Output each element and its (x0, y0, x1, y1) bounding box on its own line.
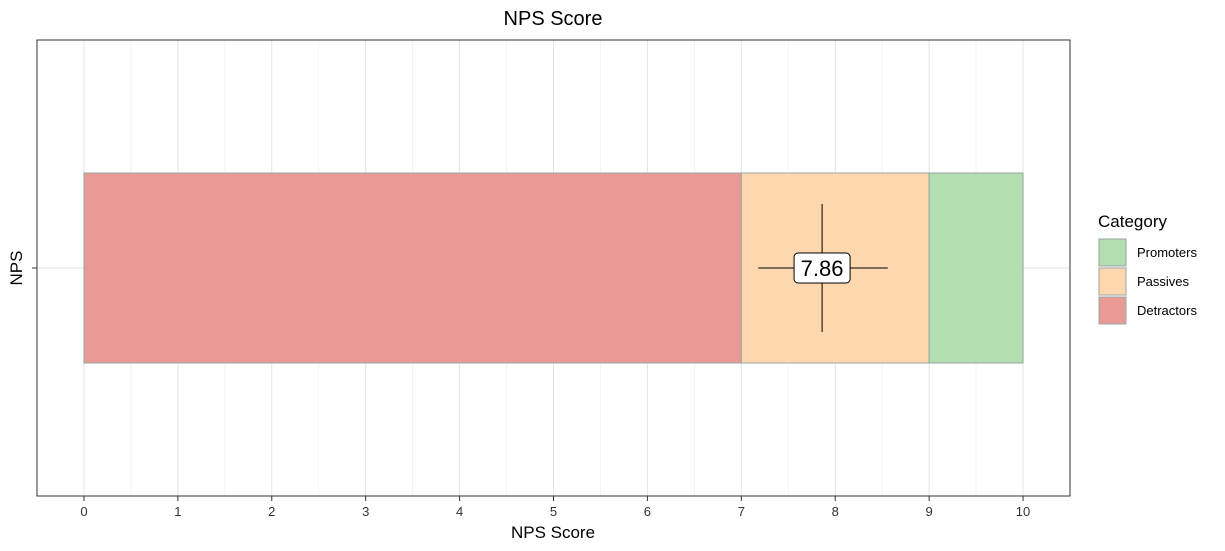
legend-label-promoters: Promoters (1137, 245, 1197, 260)
score-label-box (793, 252, 851, 284)
y-axis-title: NPS (7, 251, 26, 286)
x-tick-label: 0 (80, 504, 87, 519)
x-tick-label: 2 (268, 504, 275, 519)
x-axis-title: NPS Score (511, 523, 595, 542)
legend-key-detractors (1098, 296, 1127, 325)
legend-label-passives: Passives (1137, 274, 1190, 289)
legend-key-promoters (1098, 238, 1127, 267)
segment-detractors (83, 172, 742, 364)
x-tick-label: 9 (926, 504, 933, 519)
score-label: 7.86 (801, 256, 844, 281)
legend-title: Category (1098, 212, 1167, 231)
x-tick-label: 5 (550, 504, 557, 519)
x-tick-label: 4 (456, 504, 463, 519)
segment-promoters (928, 172, 1024, 364)
legend: Category Promoters Passives Detractors (1098, 212, 1197, 325)
axis-layer: 0 1 2 3 4 5 6 7 8 9 10 (32, 267, 1030, 519)
legend-label-detractors: Detractors (1137, 303, 1197, 318)
x-tick-label: 10 (1016, 504, 1030, 519)
x-tick-label: 7 (738, 504, 745, 519)
legend-key-passives (1098, 267, 1127, 296)
x-tick-label: 8 (832, 504, 839, 519)
x-tick-label: 6 (644, 504, 651, 519)
x-tick-label: 3 (362, 504, 369, 519)
annotation-layer: 7.86 (758, 204, 888, 332)
x-tick-label: 1 (174, 504, 181, 519)
chart-title: NPS Score (504, 8, 603, 30)
